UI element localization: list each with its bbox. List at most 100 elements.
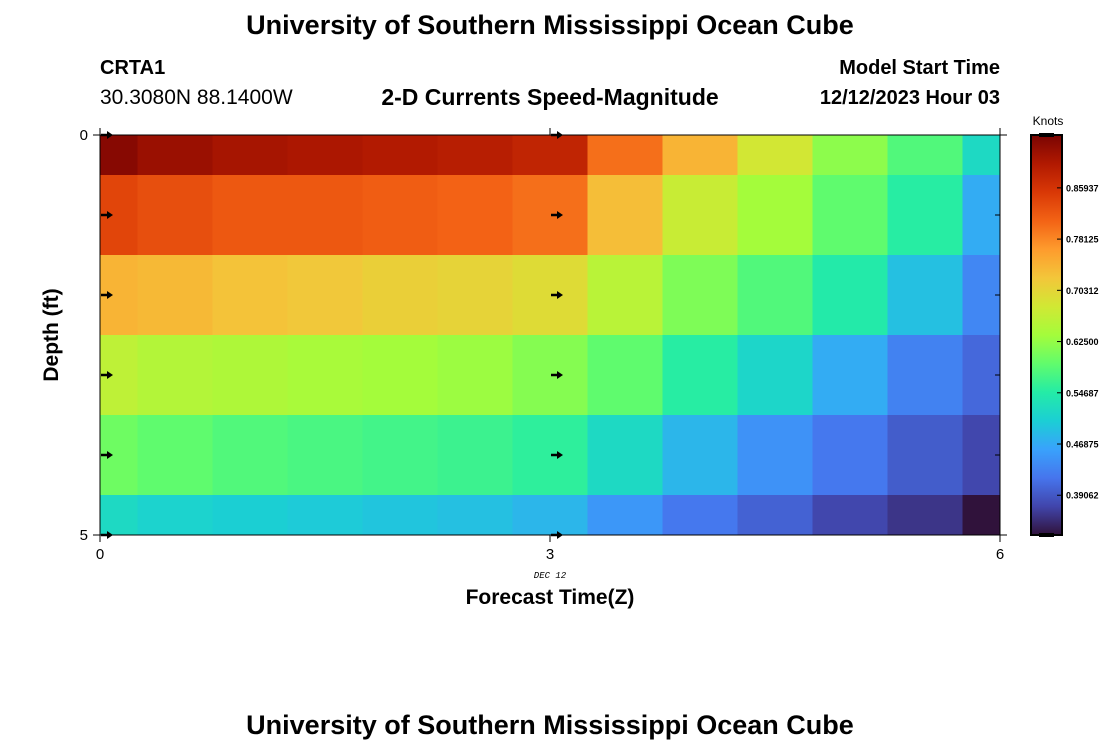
heatmap-cell: [737, 495, 813, 536]
heatmap-cell: [587, 415, 663, 496]
current-arrow-icon: [551, 131, 563, 139]
heatmap-cell: [287, 255, 363, 336]
colorbar-tick-label: 0.54687: [1066, 388, 1099, 398]
heatmap-cell: [587, 335, 663, 416]
colorbar: 0.85937 0.78125 0.70312 0.62500 0.54687 0.468…: [1030, 133, 1099, 537]
current-arrow-icon: [551, 451, 563, 459]
heatmap-cell: [587, 135, 663, 176]
heatmap-cell: [662, 255, 738, 336]
station-coordinates: 30.3080N 88.1400W: [100, 86, 293, 109]
heatmap-cell: [662, 415, 738, 496]
heatmap-cell: [887, 335, 963, 416]
heatmap-cell: [587, 255, 663, 336]
heatmap-cell: [212, 415, 288, 496]
plot-title: 2-D Currents Speed-Magnitude: [381, 84, 719, 110]
heatmap-cell: [137, 175, 213, 256]
arrow-head: [557, 371, 563, 379]
current-arrow-icon: [101, 451, 113, 459]
heatmap-cell: [437, 175, 513, 256]
arrow-head: [557, 531, 563, 539]
heatmap-cell: [812, 175, 888, 256]
heatmap-cell: [737, 135, 813, 176]
arrow-head: [107, 531, 113, 539]
heatmap-cell: [437, 495, 513, 536]
heatmap-cell: [100, 135, 138, 176]
x-axis-title: Forecast Time(Z): [466, 586, 635, 609]
arrow-head: [107, 211, 113, 219]
heatmap-cell: [362, 255, 438, 336]
heatmap-cell: [887, 175, 963, 256]
heatmap-cell: [887, 415, 963, 496]
colorbar-tick-label: 0.78125: [1066, 235, 1099, 245]
heatmap-cell: [437, 415, 513, 496]
y-tick-label: 5: [80, 527, 88, 544]
heatmap-cell: [137, 335, 213, 416]
current-arrow-icon: [101, 371, 113, 379]
heatmap-cell: [662, 135, 738, 176]
arrow-head: [557, 131, 563, 139]
arrow-head: [557, 211, 563, 219]
colorbar-bar: [1030, 134, 1063, 536]
current-arrow-icon: [551, 291, 563, 299]
arrow-head: [107, 291, 113, 299]
current-arrow-icon: [101, 211, 113, 219]
colorbar-tick-label: 0.62500: [1066, 337, 1099, 347]
heatmap-cell: [137, 495, 213, 536]
heatmap-cell: [287, 415, 363, 496]
heatmap-cell: [362, 175, 438, 256]
heatmap-cell: [962, 255, 1001, 336]
colorbar-tick-label: 0.46875: [1066, 440, 1099, 450]
footer-title: University of Southern Mississippi Ocean…: [246, 710, 854, 740]
heatmap-cell: [662, 175, 738, 256]
heatmap-cell: [812, 415, 888, 496]
heatmap-cell: [512, 175, 588, 256]
heatmap-cell: [212, 135, 288, 176]
heatmap-cell: [662, 335, 738, 416]
station-id: CRTA1: [100, 57, 166, 79]
axes: 0 3 605: [80, 127, 1007, 563]
current-arrow-icon: [551, 371, 563, 379]
heatmap-cell: [362, 495, 438, 536]
heatmap-cell: [587, 495, 663, 536]
y-axis-title: Depth (ft): [40, 288, 63, 381]
heatmap-cell: [887, 255, 963, 336]
colorbar-tick-label: 0.85937: [1066, 183, 1099, 193]
x-tick-label: 3: [546, 546, 554, 563]
heatmap-cell: [962, 415, 1001, 496]
heatmap-cell: [362, 415, 438, 496]
page-title: University of Southern Mississippi Ocean…: [246, 10, 854, 40]
heatmap-cell: [287, 175, 363, 256]
current-arrows: [101, 131, 563, 539]
heatmap-cell: [737, 415, 813, 496]
heatmap-cell: [137, 135, 213, 176]
heatmap-cell: [812, 135, 888, 176]
current-arrow-icon: [551, 531, 563, 539]
heatmap-cell: [512, 255, 588, 336]
heatmap-cell: [812, 495, 888, 536]
arrow-head: [557, 291, 563, 299]
heatmap-cell: [287, 495, 363, 536]
heatmap-cell: [287, 335, 363, 416]
heatmap-cell: [962, 335, 1001, 416]
arrow-head: [107, 371, 113, 379]
heatmap-cell: [437, 135, 513, 176]
heatmap-cell: [512, 335, 588, 416]
heatmap-cell: [887, 135, 963, 176]
current-arrow-icon: [101, 131, 113, 139]
heatmap-cell: [362, 135, 438, 176]
x-tick-label: 6: [996, 546, 1004, 563]
heatmap-cell: [662, 495, 738, 536]
heatmap-cell: [137, 255, 213, 336]
heatmap-cell: [512, 415, 588, 496]
heatmap-cell: [437, 255, 513, 336]
heatmap-cell: [287, 135, 363, 176]
heatmap-cell: [812, 255, 888, 336]
heatmap-cell: [137, 415, 213, 496]
heatmap-cell: [737, 175, 813, 256]
heatmap-cell: [962, 175, 1001, 256]
current-arrow-icon: [551, 211, 563, 219]
heatmap-cell: [887, 495, 963, 536]
arrow-head: [557, 451, 563, 459]
heatmap-cell: [212, 255, 288, 336]
